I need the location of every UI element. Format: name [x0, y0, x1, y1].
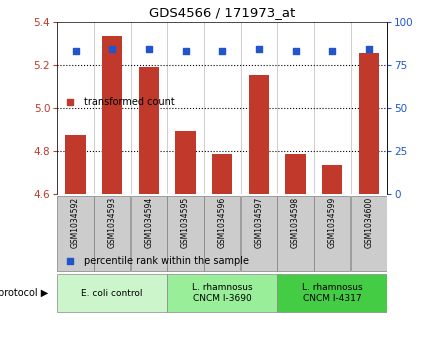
Bar — [359, 53, 379, 194]
Text: GSM1034593: GSM1034593 — [108, 196, 117, 248]
Text: GSM1034596: GSM1034596 — [218, 196, 227, 248]
Point — [67, 325, 74, 331]
FancyBboxPatch shape — [131, 196, 167, 271]
Bar — [212, 154, 232, 194]
Point — [255, 46, 262, 52]
Text: transformed count: transformed count — [84, 97, 174, 107]
Point — [109, 46, 116, 52]
Text: GSM1034594: GSM1034594 — [144, 196, 154, 248]
Text: percentile rank within the sample: percentile rank within the sample — [84, 256, 249, 266]
Title: GDS4566 / 171973_at: GDS4566 / 171973_at — [149, 6, 295, 19]
Point — [182, 48, 189, 54]
Point — [365, 46, 372, 52]
FancyBboxPatch shape — [167, 196, 204, 271]
Text: GSM1034600: GSM1034600 — [364, 196, 374, 248]
FancyBboxPatch shape — [314, 196, 350, 271]
Text: GSM1034599: GSM1034599 — [328, 196, 337, 248]
FancyBboxPatch shape — [204, 196, 240, 271]
FancyBboxPatch shape — [94, 196, 130, 271]
Text: GSM1034598: GSM1034598 — [291, 196, 300, 248]
Text: GSM1034592: GSM1034592 — [71, 196, 80, 248]
Point — [219, 48, 226, 54]
Text: protocol ▶: protocol ▶ — [0, 288, 48, 298]
Point — [145, 46, 152, 52]
Point — [329, 48, 336, 54]
Bar — [176, 131, 196, 194]
Point — [67, 346, 74, 352]
Point — [292, 48, 299, 54]
Bar — [102, 36, 122, 194]
Text: L. rhamnosus
CNCM I-3690: L. rhamnosus CNCM I-3690 — [192, 283, 253, 303]
Text: E. coli control: E. coli control — [81, 289, 143, 298]
FancyBboxPatch shape — [57, 196, 94, 271]
Text: GSM1034595: GSM1034595 — [181, 196, 190, 248]
Text: L. rhamnosus
CNCM I-4317: L. rhamnosus CNCM I-4317 — [302, 283, 363, 303]
FancyBboxPatch shape — [277, 196, 314, 271]
Bar — [286, 154, 306, 194]
FancyBboxPatch shape — [241, 196, 277, 271]
FancyBboxPatch shape — [351, 196, 387, 271]
FancyBboxPatch shape — [277, 274, 387, 312]
Bar — [139, 67, 159, 194]
Bar — [249, 74, 269, 194]
Bar — [322, 165, 342, 194]
FancyBboxPatch shape — [57, 274, 167, 312]
FancyBboxPatch shape — [167, 274, 277, 312]
Bar — [66, 135, 86, 194]
Text: GSM1034597: GSM1034597 — [254, 196, 264, 248]
Point — [72, 48, 79, 54]
